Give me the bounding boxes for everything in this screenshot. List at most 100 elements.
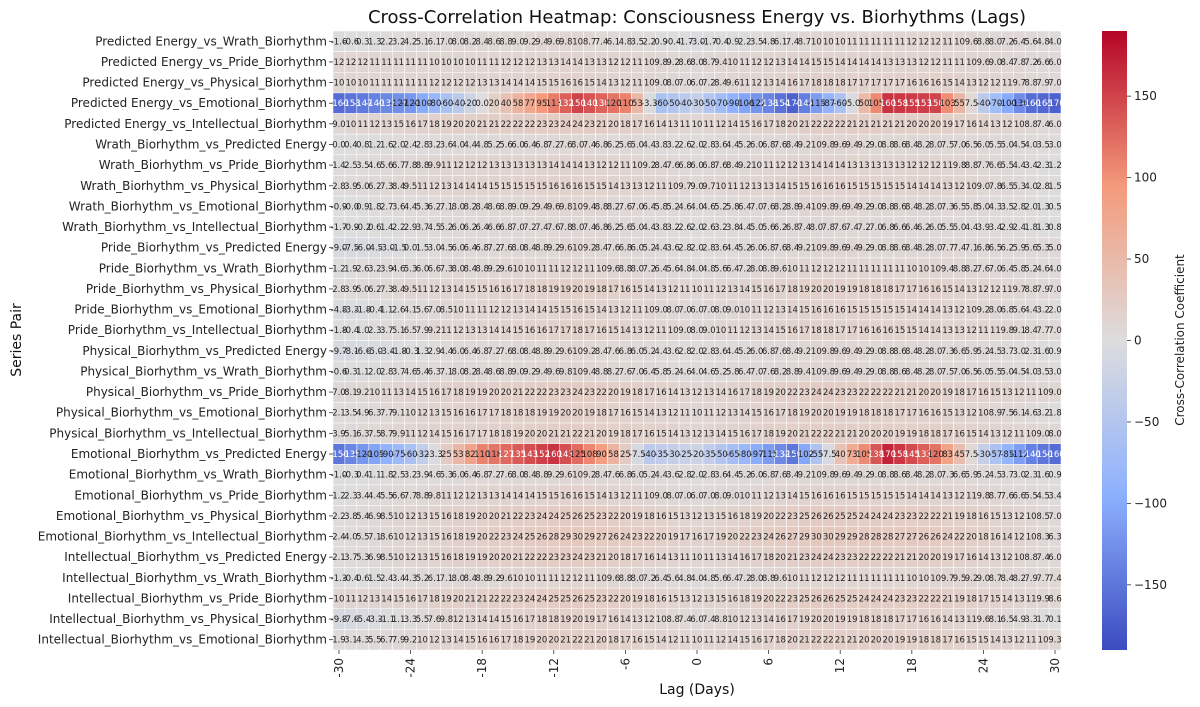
heatmap-cell-value: 13 xyxy=(417,512,428,522)
heatmap-cell-value: 24 xyxy=(572,553,583,563)
heatmap-cell-value: 22 xyxy=(883,553,894,563)
heatmap-cell-value: 19 xyxy=(548,285,559,295)
heatmap-cell-value: 13 xyxy=(680,594,691,604)
heatmap-cell-value: 9.3 xyxy=(1048,636,1062,646)
colorbar: −150 −100 −50 0 50 100 150 xyxy=(1102,31,1167,650)
heatmap-cell-value: 16 xyxy=(727,512,738,522)
heatmap-cell-value: 14 xyxy=(978,429,989,439)
heatmap-cell-value: 20 xyxy=(477,512,488,522)
heatmap-cell-value: 24 xyxy=(823,388,834,398)
heatmap-cell-value: 17 xyxy=(513,285,524,295)
heatmap-cell-value: 12 xyxy=(369,120,380,130)
heatmap-cell-value: 15 xyxy=(441,409,452,419)
heatmap-cell-value: 11 xyxy=(859,37,870,47)
heatmap-cell-value: 20 xyxy=(572,615,583,625)
heatmap-cell-value: 10 xyxy=(1038,388,1049,398)
heatmap-cell-value: 15 xyxy=(739,120,750,130)
heatmap-cell-value: 0.9 xyxy=(1048,347,1062,357)
heatmap-cell-value: 18 xyxy=(883,615,894,625)
heatmap-cell-value: 20 xyxy=(608,553,619,563)
heatmap-cell-value: 11 xyxy=(859,264,870,274)
heatmap-cell-value: 20 xyxy=(775,553,786,563)
heatmap-cell-value: 17 xyxy=(525,615,536,625)
heatmap-cell-value: 15 xyxy=(847,306,858,316)
heatmap-cell-value: 16 xyxy=(835,491,846,501)
heatmap-cell-value: 22 xyxy=(572,636,583,646)
heatmap-cell-value: 16 xyxy=(525,326,536,336)
heatmap-cell-value: 15 xyxy=(823,58,834,68)
heatmap-cell-value: 21 xyxy=(596,120,607,130)
y-tick-label: Pride_Biorhythm_vs_Predicted Energy xyxy=(101,241,327,255)
heatmap-cell-value: 16 xyxy=(489,285,500,295)
heatmap-cell-value: 11 xyxy=(942,161,953,171)
heatmap-cell-value: 19 xyxy=(632,512,643,522)
heatmap-cell-value: 15 xyxy=(883,182,894,192)
heatmap-cell-value: 14 xyxy=(715,388,726,398)
heatmap-cell-value: 15 xyxy=(966,636,977,646)
heatmap-cell-value: 22 xyxy=(823,120,834,130)
heatmap-cell-value: 14 xyxy=(596,491,607,501)
chart-title: Cross-Correlation Heatmap: Consciousness… xyxy=(368,7,1026,28)
heatmap-cell-value: 15 xyxy=(429,553,440,563)
heatmap-cell-value: 12 xyxy=(1002,429,1013,439)
heatmap-cell-value: 17 xyxy=(704,533,715,543)
heatmap-cell-value: 14 xyxy=(501,79,512,89)
heatmap-cell-value: 13 xyxy=(859,161,870,171)
heatmap-cell-value: 16 xyxy=(644,429,655,439)
heatmap-cell-value: 16 xyxy=(835,306,846,316)
heatmap-cell-value: 26 xyxy=(930,533,941,543)
heatmap-cell-value: 16 xyxy=(501,285,512,295)
heatmap-cell-value: 16 xyxy=(930,615,941,625)
heatmap-cell-value: 11 xyxy=(799,264,810,274)
heatmap-cell-value: 26 xyxy=(572,594,583,604)
heatmap-cell-value: 20 xyxy=(883,636,894,646)
heatmap-cell-value: 26 xyxy=(572,512,583,522)
heatmap-cell-value: 13 xyxy=(1014,594,1025,604)
heatmap-cell-value: 9.2 xyxy=(798,140,812,150)
heatmap-cell-value: 14 xyxy=(596,306,607,316)
heatmap-cell-value: 13 xyxy=(501,161,512,171)
heatmap-cell-value: 20 xyxy=(501,388,512,398)
heatmap-cell-value: 17 xyxy=(906,615,917,625)
heatmap-cell-value: 19 xyxy=(751,512,762,522)
heatmap-cell-value: 13 xyxy=(656,285,667,295)
heatmap-cell-value: 17 xyxy=(799,79,810,89)
y-tick-label: Physical_Biorhythm_vs_Predicted Energy xyxy=(82,344,327,358)
heatmap-cell-value: 12 xyxy=(811,264,822,274)
y-tick-label: Predicted Energy_vs_Pride_Biorhythm xyxy=(101,55,327,69)
heatmap-cell-value: 20 xyxy=(489,388,500,398)
heatmap-cell-value: 17 xyxy=(787,615,798,625)
heatmap-cell-value: 12 xyxy=(692,388,703,398)
heatmap-cell-value: 12 xyxy=(763,491,774,501)
heatmap-cell-value: 12 xyxy=(405,512,416,522)
heatmap-cell-value: 18 xyxy=(859,615,870,625)
heatmap-cell-value: 10 xyxy=(644,58,655,68)
heatmap-cell-value: 23 xyxy=(584,388,595,398)
heatmap-cell-value: 13 xyxy=(513,161,524,171)
heatmap-cell-value: 3.0 xyxy=(1048,367,1062,377)
heatmap-cell-value: 6.0 xyxy=(1048,553,1062,563)
heatmap-cell-value: 15 xyxy=(429,512,440,522)
heatmap-cell-value: 25 xyxy=(799,512,810,522)
heatmap-cell-value: 16 xyxy=(739,429,750,439)
heatmap-cell-value: 14 xyxy=(525,491,536,501)
heatmap-cell-value: 0.9 xyxy=(1048,471,1062,481)
heatmap-cell-value: 15 xyxy=(847,491,858,501)
heatmap-cell-value: 15 xyxy=(536,182,547,192)
heatmap-cell-value: 20 xyxy=(763,512,774,522)
heatmap-cell-value: 18 xyxy=(763,553,774,563)
heatmap-cell-value: 16 xyxy=(811,182,822,192)
heatmap-cell-value: 20 xyxy=(477,533,488,543)
heatmap-cell-value: 0.5 xyxy=(1048,202,1062,212)
heatmap-cell-value: 18 xyxy=(429,120,440,130)
heatmap-cell-value: 16 xyxy=(918,615,929,625)
y-tick-label: Pride_Biorhythm_vs_Emotional_Biorhythm xyxy=(74,303,327,317)
heatmap-cell-value: 15 xyxy=(894,326,905,336)
heatmap-cell-value: 20 xyxy=(859,636,870,646)
colorbar-tick-label: 100 xyxy=(1134,171,1157,185)
heatmap-cell-value: 14 xyxy=(620,326,631,336)
heatmap-cell-value: 22 xyxy=(883,388,894,398)
heatmap-cell-value: 18 xyxy=(429,594,440,604)
heatmap-cell-value: 22 xyxy=(859,388,870,398)
heatmap-cell-value: 29 xyxy=(584,533,595,543)
